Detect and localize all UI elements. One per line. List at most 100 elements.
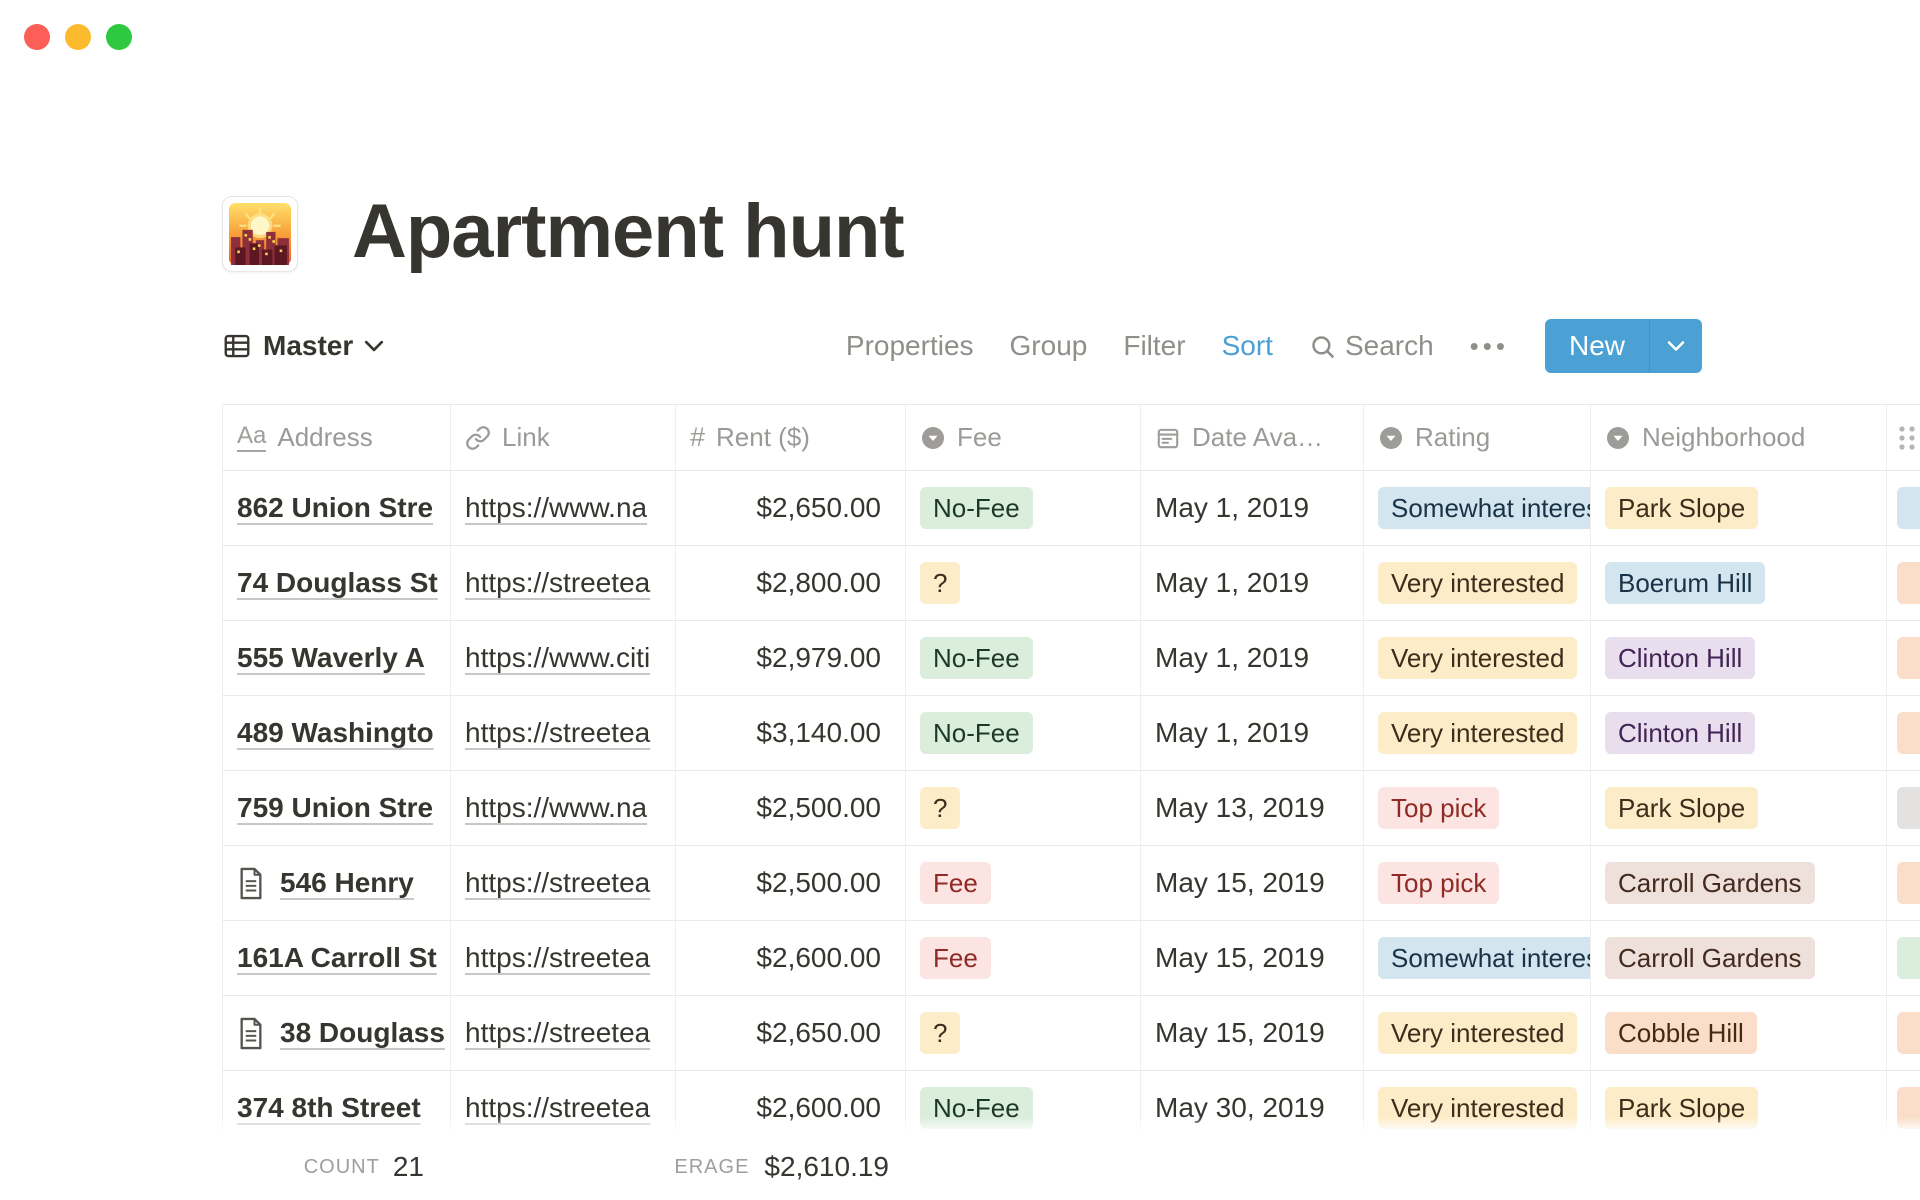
address-cell[interactable]: 74 Douglass St: [223, 546, 451, 620]
clipped-column-cell[interactable]: [1887, 771, 1920, 845]
column-header-neighborhood[interactable]: Neighborhood: [1591, 405, 1887, 470]
link-cell[interactable]: https://www.na: [451, 471, 676, 545]
rating-cell[interactable]: Somewhat interested: [1364, 921, 1591, 995]
column-header-link[interactable]: Link: [451, 405, 676, 470]
rent-cell[interactable]: $2,979.00: [676, 621, 906, 695]
date-available-cell[interactable]: May 15, 2019: [1141, 846, 1364, 920]
neighborhood-cell[interactable]: Cobble Hill: [1591, 996, 1887, 1070]
date-available-cell[interactable]: May 1, 2019: [1141, 696, 1364, 770]
rent-cell[interactable]: $2,650.00: [676, 471, 906, 545]
link-cell[interactable]: https://www.citi: [451, 621, 676, 695]
fee-cell[interactable]: No-Fee: [906, 696, 1141, 770]
rating-cell[interactable]: Very interested: [1364, 696, 1591, 770]
link-cell[interactable]: https://www.na: [451, 771, 676, 845]
fee-cell[interactable]: No-Fee: [906, 471, 1141, 545]
fee-cell[interactable]: ?: [906, 546, 1141, 620]
neighborhood-cell[interactable]: Boerum Hill: [1591, 546, 1887, 620]
rent-cell[interactable]: $2,600.00: [676, 921, 906, 995]
date-available-cell[interactable]: May 15, 2019: [1141, 996, 1364, 1070]
average-aggregate[interactable]: AVERAGE $2,610.19: [675, 1151, 889, 1182]
filter-button[interactable]: Filter: [1123, 330, 1186, 361]
page-icon-city-sunset[interactable]: [222, 196, 298, 272]
rent-cell[interactable]: $2,500.00: [676, 846, 906, 920]
clipped-column-cell[interactable]: [1887, 696, 1920, 770]
clipped-column-cell[interactable]: [1887, 546, 1920, 620]
clipped-column-cell[interactable]: [1887, 621, 1920, 695]
search-button[interactable]: Search: [1309, 330, 1434, 362]
rating-cell[interactable]: Very interested: [1364, 546, 1591, 620]
table-row: 38 Douglass https://streetea $2,650.00 ?…: [223, 996, 1920, 1071]
rating-cell[interactable]: Somewhat interested: [1364, 471, 1591, 545]
neighborhood-cell[interactable]: Carroll Gardens: [1591, 921, 1887, 995]
rent-cell[interactable]: $2,650.00: [676, 996, 906, 1070]
new-dropdown-button[interactable]: [1650, 319, 1702, 373]
fee-tag: Fee: [920, 862, 991, 904]
more-options-button[interactable]: •••: [1469, 330, 1509, 361]
properties-button[interactable]: Properties: [845, 330, 974, 361]
column-header-rent[interactable]: # Rent ($): [676, 405, 906, 470]
link-text: https://streetea: [465, 1017, 651, 1048]
group-button[interactable]: Group: [1009, 330, 1088, 361]
fee-cell[interactable]: No-Fee: [906, 621, 1141, 695]
fee-cell[interactable]: ?: [906, 996, 1141, 1070]
column-header-fee[interactable]: Fee: [906, 405, 1141, 470]
clipped-column-cell[interactable]: [1887, 846, 1920, 920]
neighborhood-cell[interactable]: Carroll Gardens: [1591, 846, 1887, 920]
close-button[interactable]: [24, 24, 50, 50]
rating-cell[interactable]: Top pick: [1364, 846, 1591, 920]
address-cell[interactable]: 161A Carroll St: [223, 921, 451, 995]
neighborhood-cell[interactable]: Park Slope: [1591, 771, 1887, 845]
clipped-tag: [1897, 637, 1920, 679]
date-available-cell[interactable]: May 1, 2019: [1141, 471, 1364, 545]
minimize-button[interactable]: [65, 24, 91, 50]
rent-cell[interactable]: $3,140.00: [676, 696, 906, 770]
address-cell[interactable]: 759 Union Stre: [223, 771, 451, 845]
table-row: 862 Union Stre https://www.na $2,650.00 …: [223, 471, 1920, 546]
clipped-column-cell[interactable]: [1887, 996, 1920, 1070]
neighborhood-cell[interactable]: Clinton Hill: [1591, 621, 1887, 695]
fee-cell[interactable]: Fee: [906, 846, 1141, 920]
date-available-cell[interactable]: May 15, 2019: [1141, 921, 1364, 995]
text-property-icon: Aa: [237, 423, 267, 452]
link-cell[interactable]: https://streetea: [451, 696, 676, 770]
date-available-cell[interactable]: May 1, 2019: [1141, 621, 1364, 695]
link-cell[interactable]: https://streetea: [451, 921, 676, 995]
rating-cell[interactable]: Very interested: [1364, 621, 1591, 695]
calendar-icon: [1155, 425, 1181, 451]
date-available-cell[interactable]: May 1, 2019: [1141, 546, 1364, 620]
rent-cell[interactable]: $2,500.00: [676, 771, 906, 845]
link-cell[interactable]: https://streetea: [451, 846, 676, 920]
clipped-tag: [1897, 937, 1920, 979]
column-header-clipped[interactable]: [1887, 405, 1920, 470]
clipped-column-cell[interactable]: [1887, 921, 1920, 995]
address-cell[interactable]: 555 Waverly A: [223, 621, 451, 695]
neighborhood-cell[interactable]: Clinton Hill: [1591, 696, 1887, 770]
date-available-cell[interactable]: May 13, 2019: [1141, 771, 1364, 845]
fee-cell[interactable]: ?: [906, 771, 1141, 845]
neighborhood-cell[interactable]: Park Slope: [1591, 471, 1887, 545]
column-header-rating[interactable]: Rating: [1364, 405, 1591, 470]
rating-cell[interactable]: Top pick: [1364, 771, 1591, 845]
page-title[interactable]: Apartment hunt: [352, 189, 905, 274]
fee-cell[interactable]: Fee: [906, 921, 1141, 995]
view-actions: Properties Group Filter Sort Search ••• …: [846, 318, 1702, 374]
link-text: https://streetea: [465, 867, 651, 898]
count-aggregate[interactable]: COUNT 21: [303, 1151, 424, 1182]
rent-cell[interactable]: $2,800.00: [676, 546, 906, 620]
column-header-date-available[interactable]: Date Ava…: [1141, 405, 1364, 470]
address-cell[interactable]: 546 Henry: [223, 846, 451, 920]
new-button[interactable]: New: [1544, 319, 1702, 373]
address-cell[interactable]: 862 Union Stre: [223, 471, 451, 545]
address-cell[interactable]: 38 Douglass: [223, 996, 451, 1070]
sort-button[interactable]: Sort: [1221, 330, 1273, 361]
link-cell[interactable]: https://streetea: [451, 996, 676, 1070]
clipped-column-cell[interactable]: [1887, 471, 1920, 545]
rating-tag: Top pick: [1378, 787, 1500, 829]
link-cell[interactable]: https://streetea: [451, 546, 676, 620]
rating-cell[interactable]: Very interested: [1364, 996, 1591, 1070]
column-header-address[interactable]: Aa Address: [223, 405, 451, 470]
address-cell[interactable]: 489 Washingto: [223, 696, 451, 770]
view-switcher-master[interactable]: Master: [222, 318, 384, 374]
link-text: https://www.na: [465, 492, 648, 523]
zoom-button[interactable]: [106, 24, 132, 50]
